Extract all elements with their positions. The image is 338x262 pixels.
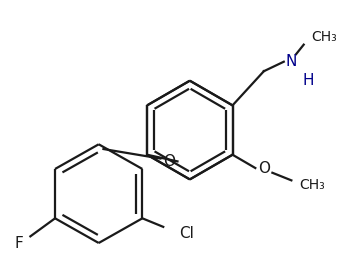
Text: CH₃: CH₃ xyxy=(311,30,337,44)
Text: O: O xyxy=(258,161,270,176)
Text: O: O xyxy=(163,154,175,169)
Text: F: F xyxy=(15,236,23,252)
Text: H: H xyxy=(303,73,314,88)
Text: N: N xyxy=(286,54,297,69)
Text: Cl: Cl xyxy=(179,226,194,241)
Text: CH₃: CH₃ xyxy=(299,178,325,192)
